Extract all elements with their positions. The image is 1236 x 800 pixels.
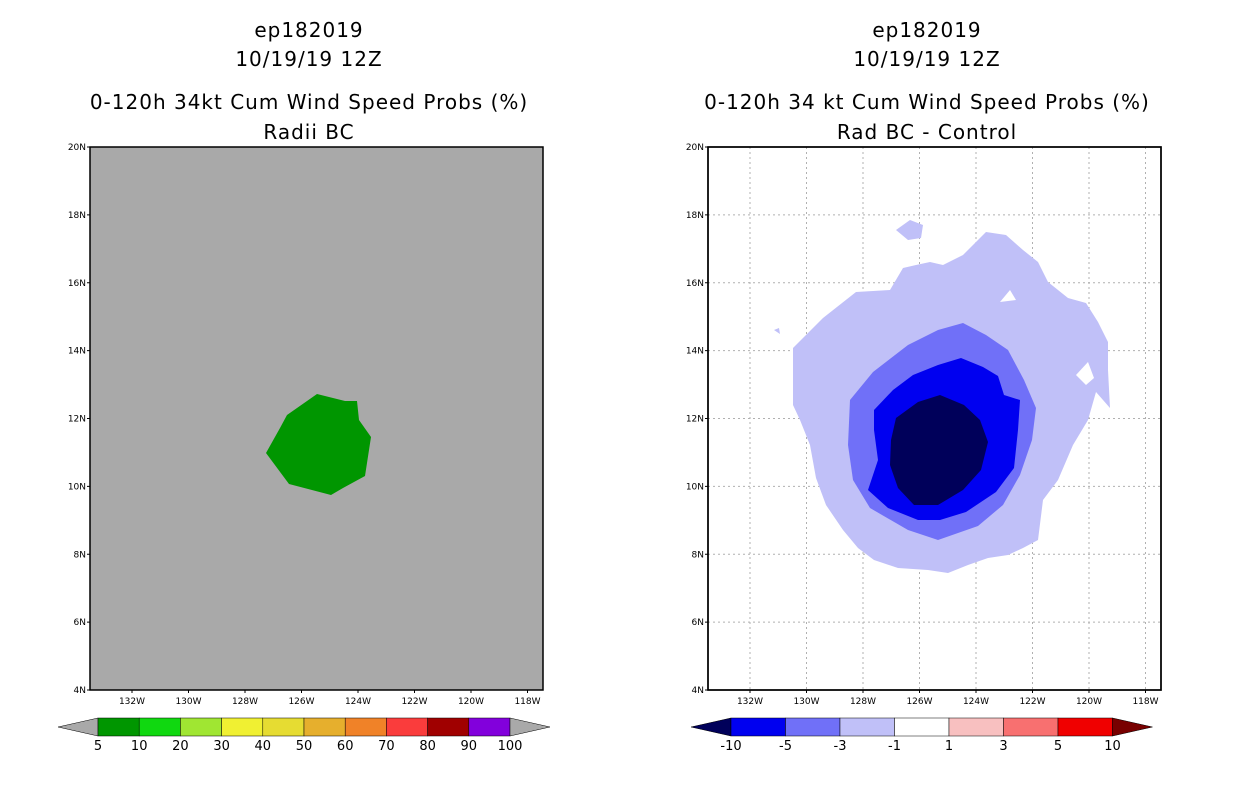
right-lon-label: 126W — [906, 697, 932, 707]
left-lon-label: 126W — [288, 697, 314, 707]
left-lon-label: 120W — [458, 697, 484, 707]
left-probability-region — [266, 394, 371, 495]
right-lon-label: 130W — [793, 697, 819, 707]
right-lat-label: 14N — [686, 347, 704, 357]
left-colorbar-bin — [221, 717, 264, 737]
right-subtitle: Rad BC - Control — [836, 120, 1018, 144]
left-lat-label: 14N — [68, 347, 86, 357]
left-colorbar-label: 50 — [296, 739, 313, 754]
left-colorbar-bin — [468, 717, 511, 737]
right-contour-gap — [1000, 290, 1016, 302]
right-lat-label: 20N — [686, 143, 704, 153]
right-colorbar-bin — [730, 717, 786, 737]
left-lon-label: 118W — [514, 697, 540, 707]
left-colorbar-bin — [344, 717, 387, 737]
right-contour-island — [896, 220, 923, 240]
left-colorbar-label: 90 — [461, 739, 478, 754]
left-lon-label: 130W — [175, 697, 201, 707]
right-lat-label: 18N — [686, 211, 704, 221]
left-lon-label: 122W — [401, 697, 427, 707]
right-lat-label: 10N — [686, 482, 704, 492]
left-lat-label: 4N — [74, 686, 86, 696]
right-colorbar-label: -1 — [888, 739, 901, 754]
right-lon-label: 120W — [1076, 697, 1102, 707]
left-lon-label: 128W — [232, 697, 258, 707]
left-colorbar-bin — [97, 717, 140, 737]
right-colorbar-bin — [839, 717, 895, 737]
left-lat-label: 8N — [74, 550, 86, 560]
left-lat-label: 12N — [68, 415, 86, 425]
left-lon-label: 132W — [119, 697, 145, 707]
left-colorbar-label: 40 — [255, 739, 272, 754]
right-colorbar-bin — [894, 717, 950, 737]
right-colorbar-label: 1 — [945, 739, 953, 754]
left-lon-label: 124W — [345, 697, 371, 707]
left-colorbar-label: 80 — [419, 739, 436, 754]
right-colorbar-over-arrow — [1112, 717, 1153, 737]
left-colorbar-label: 10 — [131, 739, 148, 754]
left-subtitle: Radii BC — [263, 120, 355, 144]
left-lat-label: 6N — [74, 618, 86, 628]
right-storm-id: ep182019 — [872, 18, 982, 42]
left-datetime: 10/19/19 12Z — [235, 47, 383, 71]
left-colorbar-label: 20 — [172, 739, 189, 754]
right-colorbar-label: -5 — [779, 739, 792, 754]
left-lat-label: 20N — [68, 143, 86, 153]
left-colorbar-label: 30 — [213, 739, 230, 754]
left-colorbar-bin — [427, 717, 470, 737]
right-contour-island — [774, 328, 780, 334]
right-map: 4N 6N 8N 10N 12N 14N 16N 18N 20N 132W 130W 128W 126W… — [686, 143, 1162, 754]
left-colorbar-bin — [138, 717, 181, 737]
right-map-frame-overlay — [707, 146, 1162, 691]
left-lat-label: 18N — [68, 211, 86, 221]
left-colorbar-bin — [303, 717, 346, 737]
right-lon-label: 118W — [1132, 697, 1158, 707]
left-lat-label: 16N — [68, 279, 86, 289]
right-lon-label: 128W — [850, 697, 876, 707]
right-colorbar-under-arrow — [690, 717, 732, 737]
left-lat-label: 10N — [68, 482, 86, 492]
right-colorbar-bin — [948, 717, 1004, 737]
left-panel: ep182019 10/19/19 12Z 0-120h 34kt Cum Wi… — [57, 18, 551, 754]
left-colorbar-under-arrow — [57, 717, 99, 737]
left-colorbar-label: 70 — [378, 739, 395, 754]
right-title: 0-120h 34 kt Cum Wind Speed Probs (%) — [704, 90, 1150, 114]
right-colorbar-label: 5 — [1054, 739, 1062, 754]
left-colorbar-label: 5 — [94, 739, 102, 754]
right-datetime: 10/19/19 12Z — [853, 47, 1001, 71]
right-lat-label: 6N — [692, 618, 704, 628]
right-lon-label: 124W — [963, 697, 989, 707]
right-lat-label: 8N — [692, 550, 704, 560]
right-lat-label: 4N — [692, 686, 704, 696]
right-contour-gap — [1076, 362, 1094, 385]
left-map: 4N 6N 8N 10N 12N 14N 16N 18N 20N 132W 130W 128W 126W… — [57, 143, 551, 754]
right-lat-label: 12N — [686, 415, 704, 425]
right-colorbar-bin — [785, 717, 841, 737]
right-lon-label: 132W — [737, 697, 763, 707]
left-colorbar-bin — [262, 717, 305, 737]
right-colorbar-bin — [1003, 717, 1059, 737]
right-panel: ep182019 10/19/19 12Z 0-120h 34 kt Cum W… — [618, 0, 1236, 800]
left-colorbar-label: 60 — [337, 739, 354, 754]
left-colorbar-bin — [180, 717, 222, 737]
right-colorbar-label: 10 — [1104, 739, 1121, 754]
left-colorbar-over-arrow — [509, 717, 551, 737]
right-lon-label: 122W — [1019, 697, 1045, 707]
left-storm-id: ep182019 — [254, 18, 364, 42]
right-colorbar-label: -3 — [834, 739, 847, 754]
right-lat-label: 16N — [686, 279, 704, 289]
left-colorbar-label: 100 — [498, 739, 523, 754]
right-colorbar-label: 3 — [999, 739, 1007, 754]
left-colorbar-bin — [386, 717, 428, 737]
right-contour-darkest — [890, 395, 988, 505]
right-colorbar-label: -10 — [720, 739, 741, 754]
right-colorbar-bin — [1057, 717, 1113, 737]
left-title: 0-120h 34kt Cum Wind Speed Probs (%) — [89, 90, 529, 114]
